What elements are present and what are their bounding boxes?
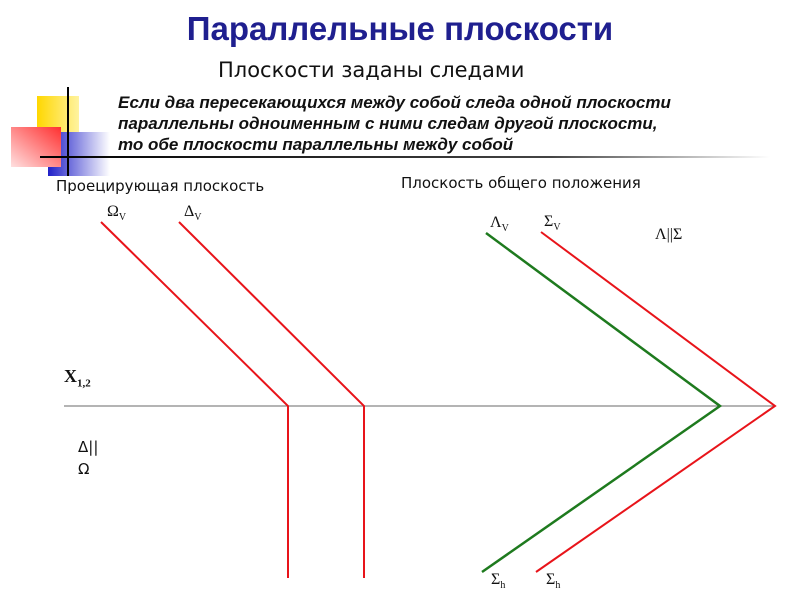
label-sigma-h-green: Σh: [491, 571, 506, 592]
slide-subtitle: Плоскости заданы следами: [218, 58, 525, 82]
trace-delta: [178, 221, 365, 578]
label-delta-parallel-omega: Δ|| Ω: [78, 438, 99, 478]
label-lambda-v: ΛV: [490, 214, 509, 235]
decorative-squares: [11, 87, 770, 176]
theorem-line: параллельны одноименным с ними следам др…: [118, 114, 658, 133]
theorem-line: то обе плоскости параллельны между собой: [118, 135, 514, 154]
left-caption: Проецирующая плоскость: [56, 177, 265, 195]
trace-lambda: [481, 231, 723, 574]
header-rule: [40, 156, 770, 158]
label-sigma-v: ΣV: [544, 213, 561, 234]
theorem-text: Если два пересекающихся между собой след…: [118, 92, 671, 155]
label-omega-v: ΩV: [107, 203, 127, 224]
trace-omega: [100, 221, 289, 578]
label-axis-x12: X1,2: [64, 366, 91, 390]
theorem-line: Если два пересекающихся между собой след…: [118, 93, 671, 112]
slide-title: Параллельные плоскости: [186, 10, 614, 47]
label-lambda-parallel-sigma: Λ||Σ: [655, 226, 683, 243]
right-caption: Плоскость общего положения: [401, 174, 641, 192]
label-sigma-h-red: Σh: [546, 571, 561, 592]
label-delta-v: ΔV: [184, 203, 202, 224]
trace-sigma: [535, 231, 777, 573]
